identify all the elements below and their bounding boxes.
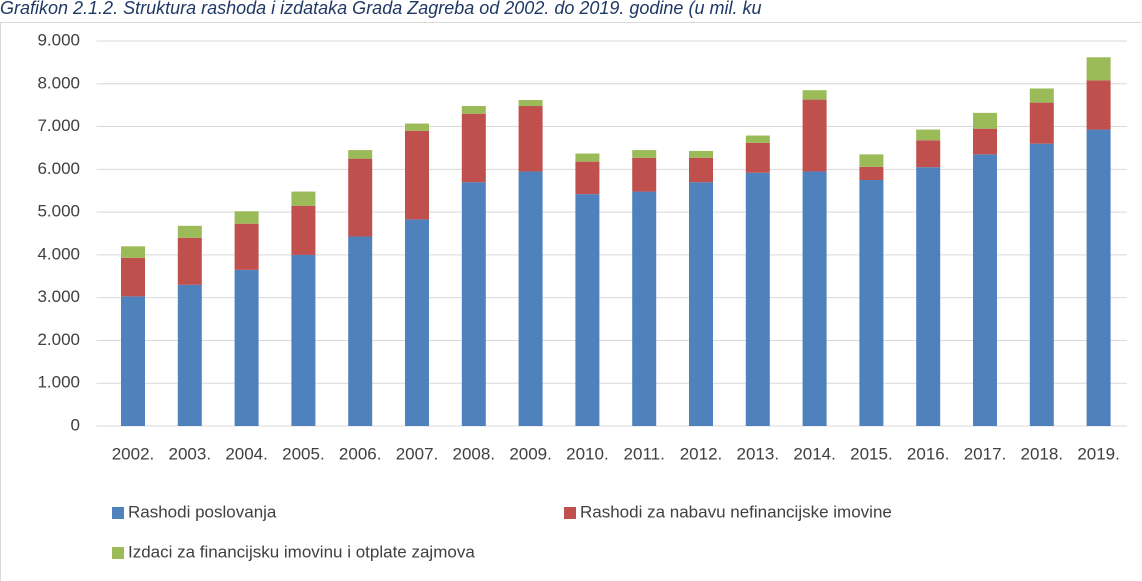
x-tick-label: 2003. [169, 444, 212, 463]
bar-segment [1029, 102, 1054, 144]
bar-segment [802, 171, 827, 426]
chart-frame [0, 22, 1142, 581]
bar-segment [234, 211, 259, 224]
y-tick-label: 6.000 [37, 159, 80, 178]
bar-segment [575, 161, 600, 195]
bar-segment [916, 167, 941, 426]
bar-segment [461, 113, 486, 183]
legend-swatch [112, 507, 124, 519]
x-tick-label: 2007. [396, 444, 439, 463]
bar-segment [518, 171, 543, 426]
y-tick-label: 0 [71, 415, 80, 434]
x-tick-label: 2008. [453, 444, 496, 463]
y-tick-label: 2.000 [37, 330, 80, 349]
bar-segment [745, 172, 770, 426]
x-tick-label: 2012. [680, 444, 723, 463]
bar-segment [1086, 57, 1111, 81]
x-tick-label: 2015. [850, 444, 893, 463]
bar-segment [575, 153, 600, 162]
bar-segment [177, 225, 202, 238]
bar-segment [689, 182, 713, 426]
x-tick-label: 2017. [964, 444, 1007, 463]
x-tick-label: 2014. [793, 444, 836, 463]
legend-swatch [112, 547, 124, 559]
bar-segment [973, 154, 997, 426]
bar-segment [405, 219, 429, 426]
y-tick-label: 1.000 [37, 373, 80, 392]
bar-segment [859, 166, 884, 181]
x-tick-label: 2018. [1021, 444, 1064, 463]
bar-segment [518, 106, 543, 172]
bar-segment [518, 100, 543, 107]
x-tick-label: 2019. [1077, 444, 1120, 463]
x-tick-label: 2011. [624, 444, 665, 463]
bar-segment [348, 236, 373, 426]
legend-swatch [564, 507, 576, 519]
y-tick-label: 4.000 [37, 244, 80, 263]
bar-segment [745, 142, 770, 173]
bar-segment [745, 135, 770, 143]
bar-segment [802, 90, 827, 100]
bar-segment [973, 112, 997, 129]
legend-label: Rashodi poslovanja [128, 502, 277, 521]
bar-segment [348, 158, 373, 237]
bar-segment [859, 180, 884, 426]
y-tick-label: 7.000 [37, 116, 80, 135]
y-tick-label: 9.000 [37, 30, 80, 49]
x-tick-label: 2005. [282, 444, 325, 463]
bar-segment [291, 254, 316, 426]
bar-segment [405, 130, 429, 220]
bar-segment [177, 237, 202, 285]
x-tick-label: 2016. [907, 444, 950, 463]
legend-label: Izdaci za financijsku imovinu i otplate … [128, 542, 475, 561]
bar-segment [632, 191, 657, 426]
bar-segment [121, 296, 145, 426]
bar-segment [689, 150, 713, 158]
bar-segment [1086, 129, 1111, 427]
y-tick-label: 8.000 [37, 73, 80, 92]
bar-segment [916, 140, 941, 168]
bar-segment [291, 205, 316, 255]
bar-segment [859, 154, 884, 167]
bar-segment [916, 129, 941, 141]
chart-title: Grafikon 2.1.2. Struktura rashoda i izda… [0, 0, 761, 18]
x-tick-label: 2004. [225, 444, 268, 463]
bar-segment [234, 223, 259, 270]
x-tick-label: 2010. [566, 444, 609, 463]
bar-segment [461, 182, 486, 426]
bar-segment [177, 284, 202, 426]
bar-segment [405, 123, 429, 131]
bar-segment [632, 157, 657, 192]
y-tick-label: 3.000 [37, 287, 80, 306]
bar-segment [121, 246, 145, 258]
x-tick-label: 2006. [339, 444, 382, 463]
bar-segment [1029, 88, 1054, 103]
bar-segment [348, 150, 373, 159]
bar-segment [802, 99, 827, 172]
bar-segment [234, 269, 259, 426]
y-tick-label: 5.000 [37, 202, 80, 221]
x-tick-label: 2013. [737, 444, 780, 463]
legend-label: Rashodi za nabavu nefinancijske imovine [580, 502, 892, 521]
bar-segment [575, 194, 600, 426]
bar-segment [632, 150, 657, 158]
bar-segment [1086, 80, 1111, 130]
bar-segment [291, 191, 316, 206]
bar-segment [973, 128, 997, 155]
x-tick-label: 2009. [509, 444, 552, 463]
bar-segment [1029, 143, 1054, 426]
bar-segment [689, 157, 713, 183]
x-tick-label: 2002. [112, 444, 155, 463]
bar-segment [461, 106, 486, 114]
bar-segment [121, 257, 145, 297]
